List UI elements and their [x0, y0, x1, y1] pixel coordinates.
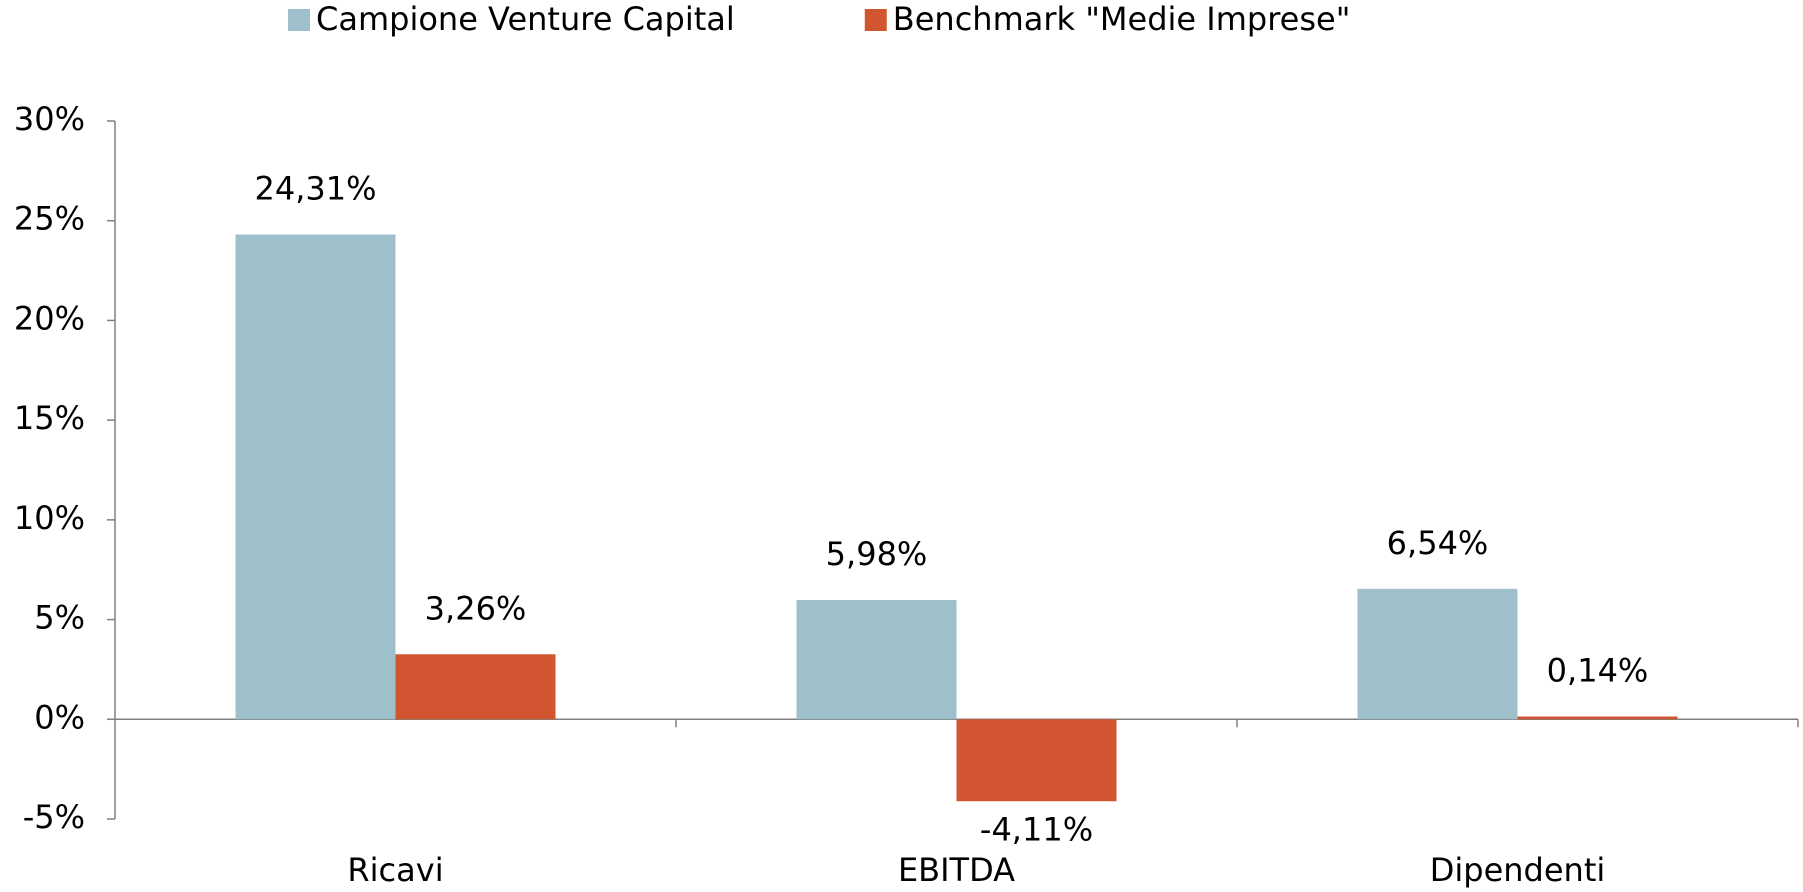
- x-tick-label: Dipendenti: [1430, 851, 1606, 889]
- data-label: 3,26%: [425, 589, 527, 627]
- legend-swatch: [864, 9, 887, 31]
- x-tick-label: Ricavi: [347, 851, 443, 889]
- data-label: 0,14%: [1547, 651, 1649, 689]
- y-tick-label: 30%: [14, 100, 85, 138]
- y-tick-label: 5%: [34, 599, 85, 637]
- y-tick-label: 10%: [14, 499, 85, 537]
- x-tick-label: EBITDA: [898, 851, 1015, 889]
- legend-swatch: [288, 9, 310, 31]
- y-tick-label: 0%: [34, 698, 85, 736]
- y-tick-label: 15%: [14, 399, 85, 437]
- bar: [796, 600, 957, 720]
- bar: [395, 654, 556, 720]
- y-tick-label: 25%: [14, 200, 85, 238]
- data-label: -4,11%: [980, 810, 1093, 848]
- y-tick-label: 20%: [14, 299, 85, 337]
- bar: [1357, 588, 1518, 720]
- data-label: 5,98%: [826, 535, 928, 573]
- bar: [1517, 716, 1678, 720]
- legend-label: Campione Venture Capital: [316, 0, 735, 38]
- data-label: 24,31%: [254, 169, 376, 207]
- data-label: 6,54%: [1387, 524, 1489, 562]
- bar: [956, 719, 1117, 802]
- bar: [235, 234, 396, 720]
- legend-label: Benchmark "Medie Imprese": [893, 0, 1351, 38]
- y-tick-label: -5%: [23, 798, 85, 836]
